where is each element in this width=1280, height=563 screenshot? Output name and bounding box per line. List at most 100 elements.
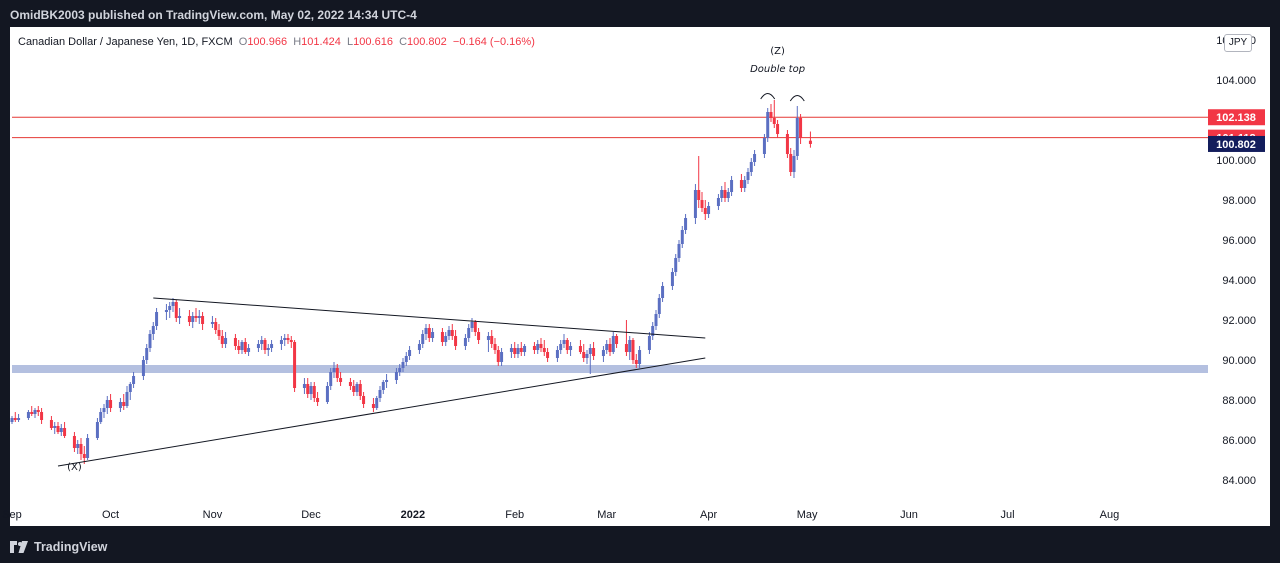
candle [197,310,201,324]
chart-panel[interactable] [10,27,1270,526]
candle-body [454,336,458,346]
candle-body [730,180,734,192]
candle-body [404,356,408,362]
candle [306,378,310,398]
candle [707,202,711,218]
candle-body [171,302,175,306]
candle [260,336,264,350]
candle-body [601,350,605,356]
candle-body [463,338,467,346]
candle [559,340,563,354]
candle-body [233,338,237,346]
candlestick-chart[interactable]: (X) (Z) Double top 84.000 86.000 88.000 90.00… [0,0,1280,530]
candle [348,378,352,390]
candle-body [168,306,172,310]
candle [13,412,17,422]
candle [375,396,379,410]
candle [789,148,793,176]
candle-body [657,298,661,314]
candle [753,150,757,166]
y-tick-label: 88.000 [1222,395,1256,407]
candle-body [592,348,596,356]
candle [638,346,642,368]
candle [329,368,333,390]
candle-body [86,438,90,458]
candle-body [532,346,536,350]
candle [293,340,297,392]
candle [427,324,431,342]
candle-body [693,190,697,218]
tradingview-brand[interactable]: TradingView [10,538,107,556]
candle [536,340,540,354]
candle [680,226,684,248]
candle [332,362,336,378]
candle [56,422,60,434]
candle-body [325,386,329,402]
candle-body [746,172,750,180]
open-label: O [238,36,248,48]
candle-body [720,190,724,198]
candle-body [194,316,198,318]
candle-body [36,410,40,412]
candle-body [769,112,773,118]
candle-body [565,340,569,350]
candle-body [59,428,63,432]
candle [674,254,678,276]
candle [72,432,76,452]
currency-badge[interactable]: JPY [1224,34,1252,52]
candle-body [283,338,287,340]
candle [496,346,500,366]
candle-body [536,344,540,350]
x-tick-label: Oct [102,509,119,521]
candle [385,374,389,388]
candle-body [151,326,155,334]
candle-body [10,418,14,422]
candle-body [63,428,67,436]
candle [79,438,83,460]
close-label: C [399,36,408,48]
candle-body [447,330,451,336]
candle-body [53,426,57,428]
candle-body [401,362,405,368]
candle-body [332,368,336,372]
high-value: 101.424 [301,36,341,48]
candle [263,338,267,354]
candle [141,356,145,380]
candle [624,320,628,356]
high-label: H [293,36,302,48]
candle-body [726,192,730,198]
double-top-arc [789,95,805,102]
candle [33,408,37,418]
candle [716,194,720,210]
open-value: 100.966 [247,36,288,48]
candle-body [220,336,224,344]
candle [700,192,704,212]
axes-layer: 84.000 86.000 88.000 90.000 92.000 94.000 96.0… [2,35,1265,521]
candle [720,186,724,202]
ohlc-legend: Canadian Dollar / Japanese Yen, 1D, FXCM… [18,36,535,48]
candle-body [385,380,389,382]
candle-body [266,348,270,350]
candle [463,334,467,350]
candle [309,382,313,400]
publish-header: OmidBK2003 published on TradingView.com,… [0,0,1280,30]
y-tick-label: 92.000 [1222,315,1256,327]
candle [569,342,573,356]
candle [470,318,474,332]
candle [404,352,408,366]
candle [739,174,743,192]
candle-body [76,444,80,448]
candle [210,316,214,328]
candle-body [122,402,126,406]
candle [615,334,619,348]
candle-body [559,344,563,350]
candle [191,312,195,328]
candle-body [467,328,471,338]
candle-body [335,368,339,378]
candle-body [776,124,780,134]
candle [693,184,697,224]
candle [408,346,412,360]
candle [174,300,178,322]
candle-body [444,336,448,342]
double-top-label: Double top [750,64,805,75]
